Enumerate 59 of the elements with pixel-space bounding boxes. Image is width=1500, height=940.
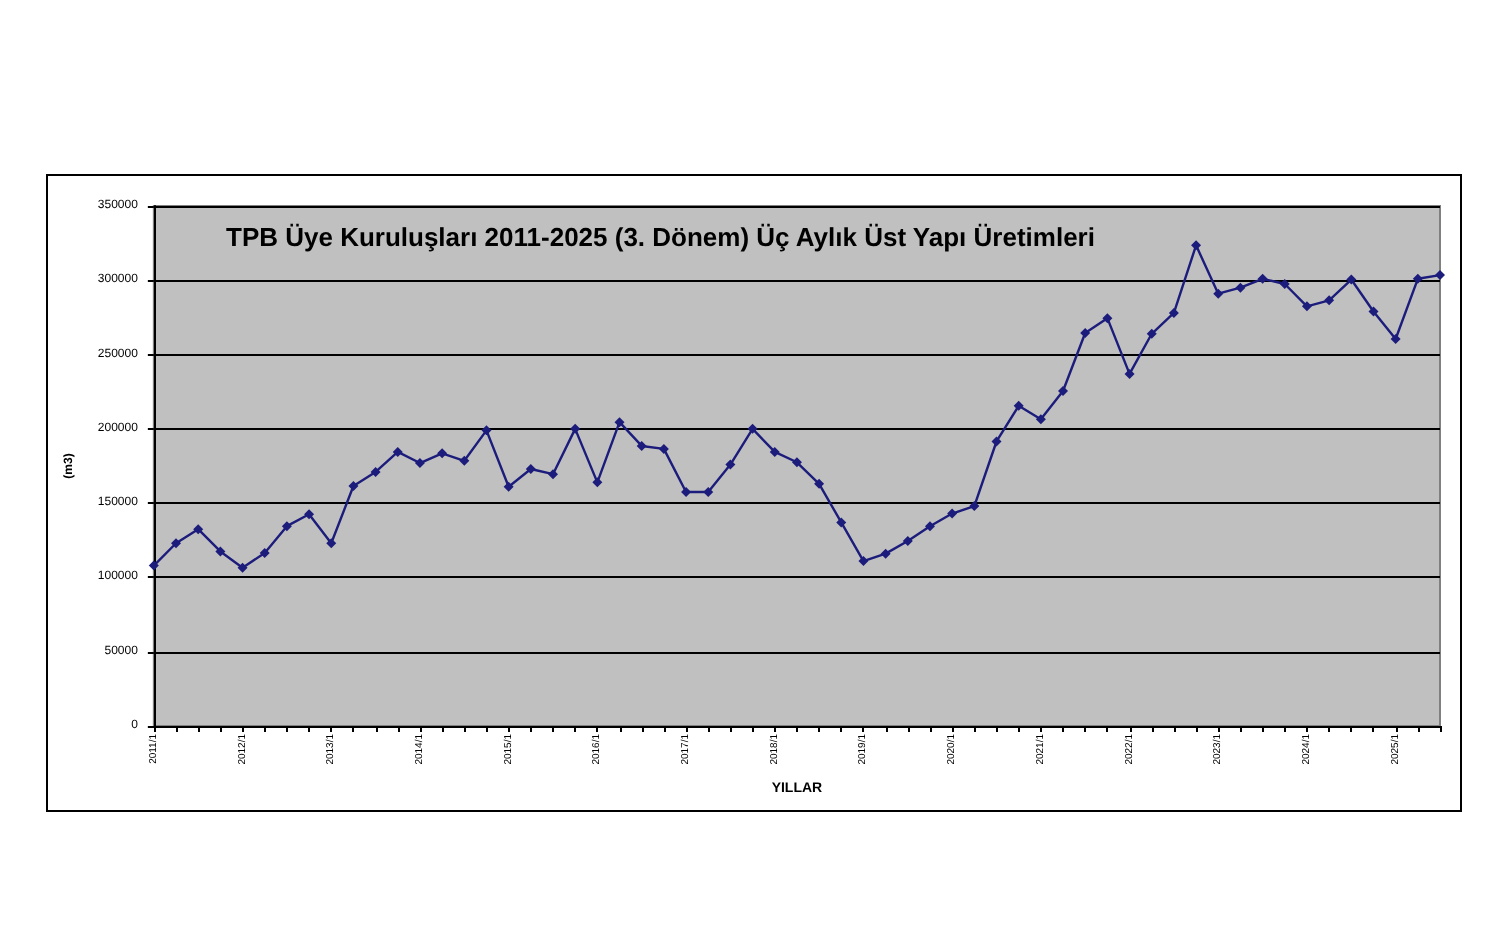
point	[703, 487, 714, 497]
point	[636, 440, 647, 451]
point	[1146, 328, 1157, 339]
point	[1412, 273, 1423, 284]
point	[237, 562, 248, 573]
point	[902, 536, 913, 547]
point	[1235, 282, 1246, 293]
point	[1279, 279, 1290, 289]
point	[1435, 270, 1445, 281]
point	[769, 446, 780, 457]
point	[1257, 273, 1268, 284]
point	[1346, 274, 1357, 285]
point	[1058, 385, 1069, 396]
point	[592, 477, 603, 488]
point	[348, 481, 359, 492]
point	[880, 548, 891, 559]
point	[370, 466, 381, 477]
point	[991, 436, 1002, 447]
point	[459, 455, 470, 466]
point	[814, 478, 825, 489]
point	[1301, 301, 1312, 312]
point	[215, 546, 226, 557]
point	[1191, 240, 1202, 251]
point	[414, 458, 425, 469]
point	[725, 459, 736, 470]
point	[326, 538, 337, 549]
point	[836, 517, 847, 528]
point	[1368, 306, 1379, 317]
text: TPB Üye Kuruluşları 2011-2025 (3. Dönem) Üç Aylık Üst Yapı Üretimleri	[226, 222, 1095, 252]
point	[1213, 288, 1224, 299]
point	[281, 521, 292, 532]
point	[193, 524, 204, 535]
point	[1168, 307, 1179, 318]
point	[259, 547, 270, 558]
point	[392, 446, 403, 457]
point	[614, 417, 625, 428]
point	[1324, 295, 1335, 306]
point	[548, 469, 558, 480]
point	[1102, 313, 1113, 324]
point	[1035, 414, 1046, 425]
point	[791, 457, 802, 468]
point	[437, 448, 448, 459]
point	[1390, 333, 1401, 344]
point	[1080, 328, 1091, 339]
point	[304, 509, 315, 520]
point	[503, 481, 514, 492]
point	[858, 556, 869, 567]
point	[481, 425, 492, 436]
point	[747, 423, 758, 434]
point	[658, 443, 669, 454]
point	[969, 501, 980, 512]
point	[570, 423, 581, 434]
point	[1124, 368, 1135, 379]
point	[924, 521, 935, 532]
point	[171, 538, 182, 549]
point	[525, 463, 536, 474]
point	[947, 508, 958, 519]
point	[148, 560, 159, 571]
point	[1013, 400, 1024, 411]
